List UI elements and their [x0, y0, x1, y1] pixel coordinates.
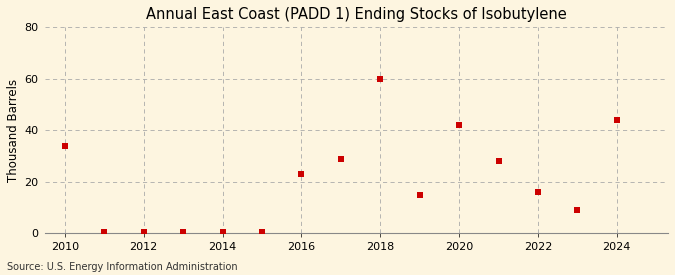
Point — [256, 230, 267, 234]
Text: Source: U.S. Energy Information Administration: Source: U.S. Energy Information Administ… — [7, 262, 238, 272]
Point — [178, 230, 188, 234]
Point — [533, 190, 543, 194]
Y-axis label: Thousand Barrels: Thousand Barrels — [7, 79, 20, 182]
Point — [99, 230, 110, 234]
Point — [414, 192, 425, 197]
Point — [335, 156, 346, 161]
Point — [59, 144, 70, 148]
Point — [493, 159, 504, 163]
Point — [217, 230, 228, 234]
Point — [454, 123, 464, 127]
Point — [572, 208, 583, 212]
Title: Annual East Coast (PADD 1) Ending Stocks of Isobutylene: Annual East Coast (PADD 1) Ending Stocks… — [146, 7, 567, 22]
Point — [296, 172, 307, 176]
Point — [612, 118, 622, 122]
Point — [138, 230, 149, 234]
Point — [375, 76, 385, 81]
